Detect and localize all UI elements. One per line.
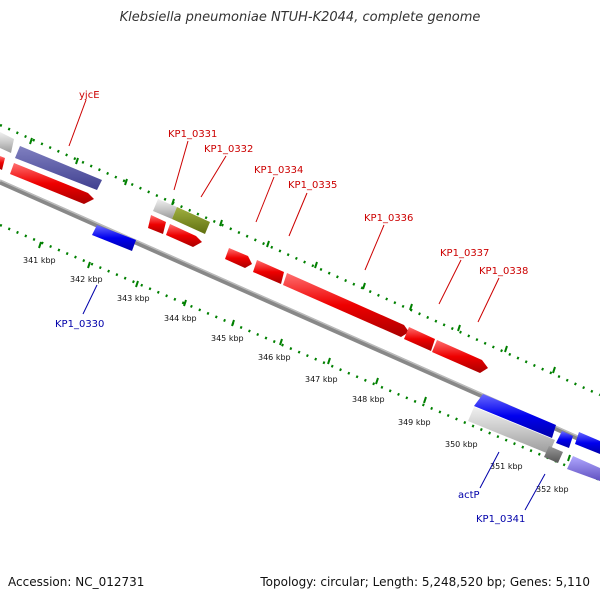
gene-label-KP1_0337[interactable]: KP1_0337 [440,248,489,259]
leader-lines [68,99,546,511]
gene-label-yjcE[interactable]: yjcE [79,90,100,101]
gene-feature[interactable] [544,446,563,463]
gene-label-KP1_0338[interactable]: KP1_0338 [479,266,528,277]
outer-tick-ring [0,123,600,397]
gene-label-KP1_0336[interactable]: KP1_0336 [364,213,413,224]
gene-feature[interactable] [10,163,94,204]
inner-tick-ring [0,223,600,482]
gene-feature[interactable] [556,431,573,448]
gene-feature-yjcE[interactable] [15,146,102,190]
outer-major-ticks [29,137,556,374]
gene-feature[interactable] [567,456,600,481]
kbp-label: 348 kbp [352,395,385,404]
gene-labels: yjcE KP1_0331 KP1_0332 KP1_0334 KP1_0335… [55,90,528,525]
gene-label-KP1_0332[interactable]: KP1_0332 [204,144,253,155]
gene-feature-actP[interactable] [468,407,555,454]
kbp-label: 345 kbp [211,334,244,343]
gene-feature-KP1_0338[interactable] [432,340,488,373]
kbp-label: 346 kbp [258,353,291,362]
gene-feature-KP1_0332[interactable] [172,207,210,234]
kbp-label: 352 kbp [536,485,569,494]
topology-label: Topology: circular; Length: 5,248,520 bp… [260,575,590,589]
forward-strand-features [0,132,488,373]
gene-feature-KP1_0336[interactable] [283,273,409,337]
kbp-label: 344 kbp [164,314,197,323]
gene-label-actP[interactable]: actP [458,490,480,501]
reverse-strand-features [92,225,600,481]
gene-label-KP1_0335[interactable]: KP1_0335 [288,180,337,191]
gene-feature[interactable] [474,394,556,438]
kbp-label: 351 kbp [490,462,523,471]
gene-label-KP1_0331[interactable]: KP1_0331 [168,129,217,140]
gene-feature[interactable] [153,199,177,219]
kbp-label: 341 kbp [23,256,56,265]
kbp-label: 350 kbp [445,440,478,449]
kbp-labels: 341 kbp 342 kbp 343 kbp 344 kbp 345 kbp … [23,256,569,494]
gene-label-KP1_0330[interactable]: KP1_0330 [55,319,104,330]
gene-feature-KP1_0331[interactable] [148,215,166,234]
gene-feature-KP1_0341[interactable] [575,432,600,454]
gene-label-KP1_0341[interactable]: KP1_0341 [476,514,525,525]
gene-label-KP1_0334[interactable]: KP1_0334 [254,165,303,176]
gene-feature[interactable] [0,156,5,170]
accession-label: Accession: NC_012731 [8,575,145,589]
gene-feature-KP1_0335[interactable] [253,260,284,284]
gene-feature-KP1_0335a[interactable] [225,248,252,268]
map-title: Klebsiella pneumoniae NTUH-K2044, comple… [119,10,481,25]
kbp-label: 349 kbp [398,418,431,427]
gene-feature-KP1_0334[interactable] [166,224,202,247]
gene-feature-KP1_0330[interactable] [92,225,136,251]
gene-feature-KP1_0337[interactable] [404,327,435,351]
kbp-label: 342 kbp [70,275,103,284]
gene-feature[interactable] [0,132,14,153]
kbp-label: 347 kbp [305,375,338,384]
kbp-label: 343 kbp [117,294,150,303]
